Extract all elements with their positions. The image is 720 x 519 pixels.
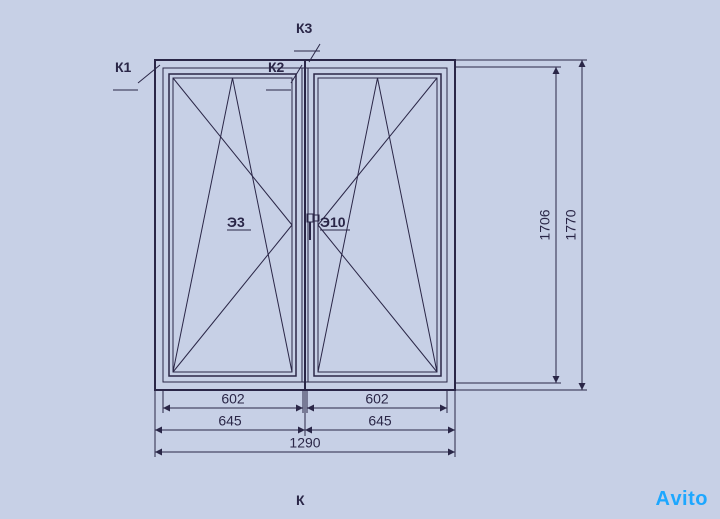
- svg-text:645: 645: [218, 413, 242, 429]
- page-root: 602 602 645 645 1290 1706 1770 К1 К2 К3 Э3 Э10…: [0, 0, 720, 519]
- diagram-svg: 602 602 645 645 1290 1706 1770: [0, 0, 720, 519]
- svg-text:1770: 1770: [563, 209, 579, 240]
- svg-text:1290: 1290: [289, 435, 320, 451]
- label-k3: К3: [296, 20, 312, 36]
- avito-watermark: Avito: [655, 488, 708, 511]
- avito-logo-a: A: [655, 488, 670, 511]
- bottom-fragment-label: К: [296, 492, 305, 508]
- svg-text:1706: 1706: [537, 209, 553, 240]
- svg-text:602: 602: [365, 391, 389, 407]
- label-e10: Э10: [320, 214, 346, 230]
- label-k2: К2: [268, 59, 284, 75]
- label-k1: К1: [115, 59, 131, 75]
- svg-text:602: 602: [221, 391, 245, 407]
- avito-logo-rest: vito: [670, 488, 708, 510]
- svg-text:645: 645: [368, 413, 392, 429]
- label-e3: Э3: [227, 214, 245, 230]
